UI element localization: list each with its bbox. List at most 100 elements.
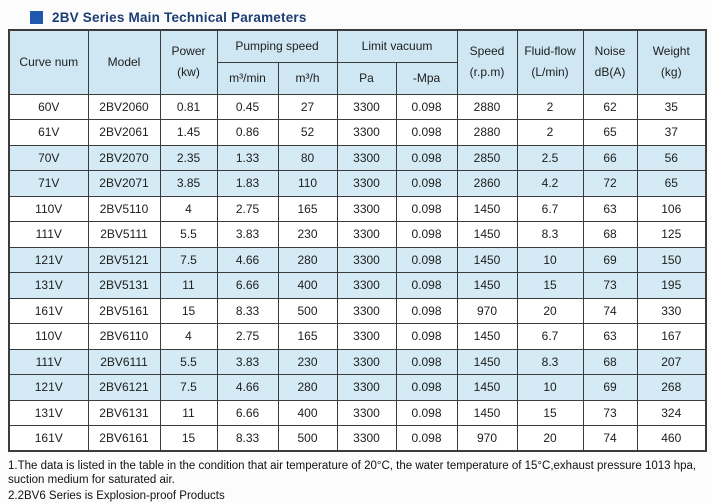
cell-noise: 68 — [582, 348, 638, 375]
cell-power: 5.5 — [159, 348, 218, 375]
cell-power: 4 — [159, 323, 218, 350]
cell-curve-num: 121V — [8, 374, 89, 401]
cell-power: 11 — [159, 399, 218, 426]
table-row: 161V 2BV6161 15 8.33 500 3300 0.098 970 20 74 460 — [8, 425, 707, 452]
cell-fluid-flow: 6.7 — [516, 323, 584, 350]
cell-pa: 3300 — [336, 374, 397, 401]
cell-pa: 3300 — [336, 221, 397, 248]
cell-m3-min: 4.66 — [216, 374, 279, 401]
cell-m3-h: 400 — [277, 272, 338, 299]
cell-m3-min: 3.83 — [216, 221, 279, 248]
cell-weight: 106 — [636, 195, 707, 222]
cell-power: 7.5 — [159, 374, 218, 401]
cell-noise: 74 — [582, 297, 638, 324]
cell-power: 3.85 — [159, 170, 218, 197]
cell-model: 2BV5121 — [87, 246, 161, 273]
cell-noise: 68 — [582, 221, 638, 248]
table-row: 131V 2BV6131 11 6.66 400 3300 0.098 1450 15 73 324 — [8, 399, 707, 426]
table-row: 61V 2BV2061 1.45 0.86 52 3300 0.098 2880 2 65 37 — [8, 119, 707, 146]
cell-fluid-flow: 4.2 — [516, 170, 584, 197]
col-header-limit-vacuum: Limit vacuum — [336, 29, 458, 63]
cell-speed: 970 — [456, 297, 518, 324]
col-header-speed: Speed (r.p.m) — [456, 29, 518, 95]
cell-pa: 3300 — [336, 323, 397, 350]
page-title-row: 2BV Series Main Technical Parameters — [0, 0, 712, 26]
col-header-pa: Pa — [336, 61, 397, 95]
cell-speed: 1450 — [456, 272, 518, 299]
cell-power: 5.5 — [159, 221, 218, 248]
cell-m3-h: 230 — [277, 348, 338, 375]
cell-fluid-flow: 8.3 — [516, 221, 584, 248]
cell-speed: 2880 — [456, 93, 518, 120]
cell-m3-min: 4.66 — [216, 246, 279, 273]
table-row: 111V 2BV6111 5.5 3.83 230 3300 0.098 1450 8.3 68 2… — [8, 348, 707, 375]
cell-noise: 62 — [582, 93, 638, 120]
cell-speed: 2860 — [456, 170, 518, 197]
cell-curve-num: 110V — [8, 195, 89, 222]
cell-weight: 195 — [636, 272, 707, 299]
cell-speed: 970 — [456, 425, 518, 452]
cell-model: 2BV6111 — [87, 348, 161, 375]
cell-m3-min: 6.66 — [216, 272, 279, 299]
cell-pa: 3300 — [336, 144, 397, 171]
cell-m3-h: 110 — [277, 170, 338, 197]
cell-mpa: 0.098 — [395, 374, 458, 401]
cell-model: 2BV2061 — [87, 119, 161, 146]
cell-power: 1.45 — [159, 119, 218, 146]
cell-fluid-flow: 10 — [516, 246, 584, 273]
col-header-fluid-flow: Fluid-flow (L/min) — [516, 29, 584, 95]
cell-weight: 125 — [636, 221, 707, 248]
cell-curve-num: 161V — [8, 425, 89, 452]
note-2: 2.2BV6 Series is Explosion-proof Product… — [8, 490, 225, 502]
col-header-weight: Weight (kg) — [636, 29, 707, 95]
cell-power: 15 — [159, 297, 218, 324]
cell-pa: 3300 — [336, 119, 397, 146]
cell-fluid-flow: 15 — [516, 399, 584, 426]
cell-mpa: 0.098 — [395, 144, 458, 171]
cell-model: 2BV6131 — [87, 399, 161, 426]
cell-m3-min: 0.86 — [216, 119, 279, 146]
cell-m3-h: 500 — [277, 425, 338, 452]
table-row: 110V 2BV6110 4 2.75 165 3300 0.098 1450 6.7 63 167 — [8, 323, 707, 350]
table-row: 121V 2BV5121 7.5 4.66 280 3300 0.098 1450 10 69 15… — [8, 246, 707, 273]
header-row-2: m³/min m³/h Pa -Mpa — [9, 61, 706, 95]
cell-pa: 3300 — [336, 425, 397, 452]
cell-weight: 268 — [636, 374, 707, 401]
table-row: 71V 2BV2071 3.85 1.83 110 3300 0.098 2860 4.2 72 6… — [8, 170, 707, 197]
col-header-m3-h: m³/h — [277, 61, 338, 95]
cell-curve-num: 61V — [8, 119, 89, 146]
cell-power: 2.35 — [159, 144, 218, 171]
cell-speed: 1450 — [456, 348, 518, 375]
cell-mpa: 0.098 — [395, 119, 458, 146]
cell-m3-min: 2.75 — [216, 195, 279, 222]
col-header-noise: Noise dB(A) — [582, 29, 638, 95]
cell-m3-h: 80 — [277, 144, 338, 171]
cell-model: 2BV2071 — [87, 170, 161, 197]
col-header-power-line2: (kw) — [177, 65, 200, 80]
table-row: 110V 2BV5110 4 2.75 165 3300 0.098 1450 6.7 63 106 — [8, 195, 707, 222]
cell-m3-h: 500 — [277, 297, 338, 324]
cell-m3-min: 1.33 — [216, 144, 279, 171]
col-header-weight-line1: Weight — [652, 44, 690, 59]
cell-power: 0.81 — [159, 93, 218, 120]
table-row: 70V 2BV2070 2.35 1.33 80 3300 0.098 2850 2.5 66 56 — [8, 144, 707, 171]
cell-pa: 3300 — [336, 272, 397, 299]
cell-m3-h: 52 — [277, 119, 338, 146]
cell-speed: 1450 — [456, 399, 518, 426]
cell-m3-h: 400 — [277, 399, 338, 426]
cell-m3-h: 280 — [277, 374, 338, 401]
cell-fluid-flow: 15 — [516, 272, 584, 299]
cell-noise: 73 — [582, 272, 638, 299]
cell-weight: 207 — [636, 348, 707, 375]
cell-curve-num: 161V — [8, 297, 89, 324]
cell-fluid-flow: 10 — [516, 374, 584, 401]
cell-fluid-flow: 2 — [516, 93, 584, 120]
cell-mpa: 0.098 — [395, 272, 458, 299]
col-header-speed-line2: (r.p.m) — [469, 65, 505, 80]
cell-weight: 35 — [636, 93, 707, 120]
cell-pa: 3300 — [336, 195, 397, 222]
cell-weight: 56 — [636, 144, 707, 171]
table-row: 121V 2BV6121 7.5 4.66 280 3300 0.098 1450 10 69 26… — [8, 374, 707, 401]
cell-weight: 150 — [636, 246, 707, 273]
cell-noise: 65 — [582, 119, 638, 146]
